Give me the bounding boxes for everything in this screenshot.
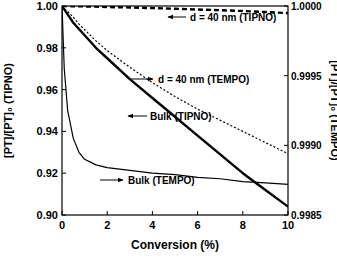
y2-tick bbox=[284, 6, 288, 7]
x-axis-title: Conversion (%) bbox=[131, 238, 219, 252]
x-tick-label: 4 bbox=[149, 219, 156, 231]
series-line bbox=[62, 6, 288, 154]
y2-axis-title: [PT]/[PT]₀ (TEMPO) bbox=[329, 60, 337, 161]
x-tick bbox=[288, 211, 289, 215]
y-tick-label: 0.92 bbox=[37, 167, 58, 179]
y2-tick bbox=[284, 145, 288, 146]
x-tick-label: 6 bbox=[195, 219, 201, 231]
y2-tick-label: 0.9995 bbox=[291, 71, 322, 82]
y-tick-label: 0.94 bbox=[37, 125, 59, 137]
y-tick-label: 0.96 bbox=[37, 84, 58, 96]
annotation-arrow bbox=[168, 17, 186, 18]
chart: 02468100.900.920.940.960.981.000.99850.9… bbox=[0, 0, 337, 258]
series-line bbox=[62, 6, 288, 184]
y-tick bbox=[62, 131, 66, 132]
annotation-arrow bbox=[130, 79, 153, 80]
x-tick-label: 0 bbox=[59, 219, 65, 231]
y2-tick bbox=[284, 215, 288, 216]
x-tick bbox=[152, 211, 153, 215]
y-axis-title: [PT]/[PT]₀ (TIPNO) bbox=[2, 63, 14, 158]
plot-area bbox=[62, 6, 288, 207]
y-tick-label: 0.98 bbox=[37, 42, 58, 54]
x-tick-label: 8 bbox=[240, 219, 246, 231]
plot-frame bbox=[62, 6, 288, 215]
x-tick bbox=[62, 211, 63, 215]
y-tick-label: 1.00 bbox=[37, 0, 58, 12]
y-tick bbox=[62, 173, 66, 174]
x-tick-label: 2 bbox=[104, 219, 110, 231]
series-line bbox=[62, 6, 288, 207]
x-tick bbox=[242, 211, 243, 215]
y-tick-label: 0.90 bbox=[37, 209, 58, 221]
y2-tick-label: 0.9985 bbox=[291, 210, 322, 221]
series-label: d = 40 nm (TEMPO) bbox=[158, 74, 249, 85]
x-tick bbox=[107, 211, 108, 215]
annotation-arrow bbox=[100, 180, 123, 181]
annotation-arrow bbox=[128, 116, 147, 117]
series-label: d = 40 nm (TIPNO) bbox=[190, 12, 276, 23]
y2-tick-label: 1.0000 bbox=[291, 1, 322, 12]
y-tick bbox=[62, 215, 66, 216]
series-label: Bulk (TEMPO) bbox=[128, 175, 195, 186]
x-tick bbox=[197, 211, 198, 215]
y2-tick bbox=[284, 75, 288, 76]
series-label: Bulk (TIPNO) bbox=[150, 111, 212, 122]
y2-tick-label: 0.9990 bbox=[291, 140, 322, 151]
